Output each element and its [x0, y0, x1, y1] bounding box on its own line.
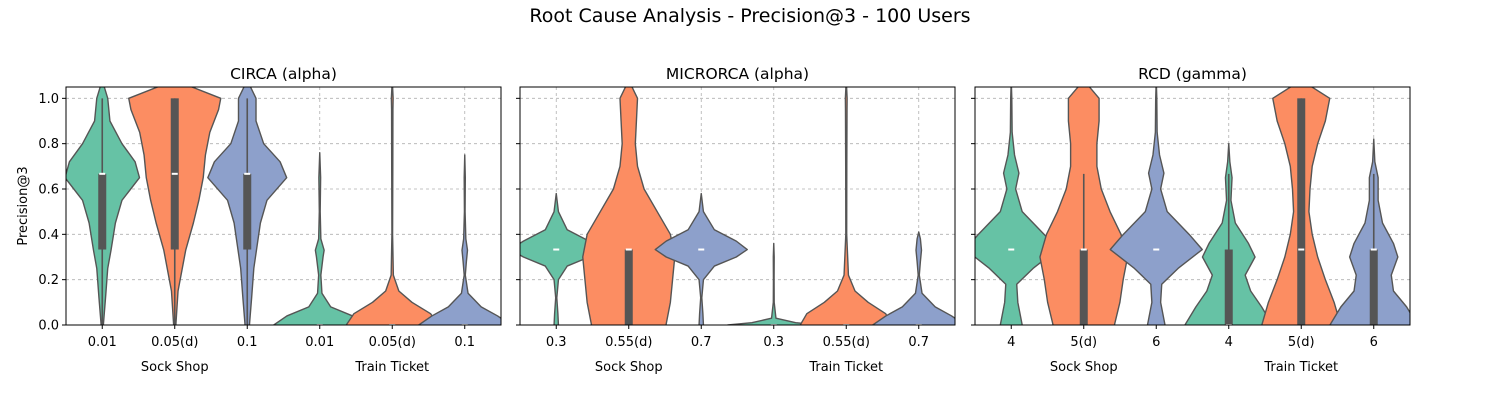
x-tick-label: 6	[1152, 335, 1160, 350]
x-tick-label: 0.01	[305, 335, 334, 350]
violin-iqr-box	[1369, 249, 1378, 325]
x-tick-label: 5(d)	[1288, 335, 1315, 350]
violin-body	[654, 192, 748, 325]
x-tick-label: 4	[1007, 335, 1015, 350]
group-label: Sock Shop	[595, 360, 663, 375]
violin-body	[1329, 138, 1410, 325]
y-tick-label: 0.0	[38, 319, 59, 334]
x-tick-label: 0.7	[691, 335, 712, 350]
violin-body	[872, 231, 955, 325]
x-tick-label: 0.55(d)	[823, 335, 870, 350]
y-tick-label: 0.4	[38, 228, 59, 243]
y-tick-label: 0.6	[38, 183, 59, 198]
violin-body	[273, 152, 367, 325]
x-tick-label: 0.7	[908, 335, 929, 350]
y-axis-label: Precision@3	[16, 166, 31, 245]
x-tick-label: 4	[1225, 335, 1233, 350]
group-label: Train Ticket	[1263, 360, 1338, 375]
x-tick-label: 0.05(d)	[151, 335, 198, 350]
x-tick-label: 0.1	[454, 335, 475, 350]
violin-body	[345, 87, 439, 325]
x-tick-label: 0.1	[237, 335, 258, 350]
violins-group	[975, 87, 1410, 325]
violin-iqr-box	[624, 249, 633, 325]
panel-title: MICRORCA (alpha)	[666, 65, 809, 83]
x-tick-label: 0.3	[546, 335, 567, 350]
y-tick-label: 0.8	[38, 137, 59, 152]
group-label: Sock Shop	[1050, 360, 1118, 375]
violin-body	[799, 87, 893, 325]
x-tick-label: 0.55(d)	[605, 335, 652, 350]
violin-body	[418, 154, 501, 325]
y-tick-label: 0.2	[38, 273, 59, 288]
violin-iqr-box	[98, 173, 107, 250]
violin-iqr-box	[243, 173, 252, 250]
x-tick-label: 5(d)	[1070, 335, 1097, 350]
group-label: Train Ticket	[354, 360, 429, 375]
violin-iqr-box	[1079, 249, 1088, 325]
axes-frame	[519, 86, 956, 326]
violins-group	[66, 87, 501, 325]
panel-2: 0.3 0.55(d) 0.7 0.3 0.55(d) 0.7 Sock Shop Train…	[516, 65, 956, 375]
violin-iqr-box	[1297, 98, 1306, 325]
x-tick-label: 6	[1370, 335, 1378, 350]
axes-frame	[65, 86, 502, 326]
violin-body	[975, 87, 1058, 325]
violins-group	[520, 87, 955, 325]
violin-body	[520, 192, 603, 325]
x-tick-label: 0.01	[88, 335, 117, 350]
panel-3: 4 5(d) 6 4 5(d) 6 Sock Shop Train Ticket RCD (ga…	[971, 65, 1411, 375]
figure-title: Root Cause Analysis - Precision@3 - 100 …	[529, 5, 971, 27]
group-label: Train Ticket	[808, 360, 883, 375]
violin-body	[1109, 87, 1203, 325]
violin-iqr-box	[1224, 249, 1233, 325]
y-tick-label: 1.0	[38, 92, 59, 107]
x-tick-label: 0.3	[763, 335, 784, 350]
panel-title: RCD (gamma)	[1138, 65, 1247, 83]
panel-1: 0.0 0.2 0.4 0.6 0.8 1.0 0.01 0.05(d) 0.1 0.01 0.05…	[38, 65, 502, 375]
axes-frame	[974, 86, 1411, 326]
group-label: Sock Shop	[141, 360, 209, 375]
panel-title: CIRCA (alpha)	[230, 65, 337, 83]
x-tick-label: 0.05(d)	[369, 335, 416, 350]
